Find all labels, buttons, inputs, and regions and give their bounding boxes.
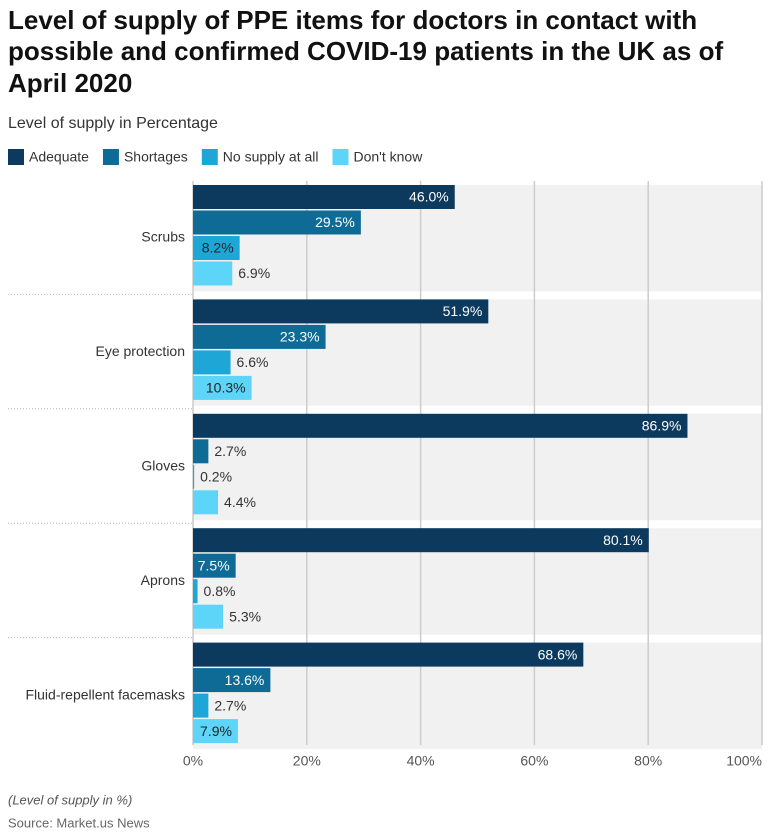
legend-label: Adequate bbox=[29, 149, 89, 165]
source: Source: Market.us News bbox=[8, 815, 150, 830]
x-tick-label: 0% bbox=[183, 753, 203, 769]
x-tick-label: 80% bbox=[634, 753, 662, 769]
x-tick-label: 20% bbox=[293, 753, 321, 769]
bar bbox=[193, 490, 219, 515]
bar bbox=[193, 236, 240, 260]
legend-swatch bbox=[102, 149, 119, 165]
bar bbox=[193, 719, 238, 744]
bar bbox=[193, 693, 209, 718]
value-label: 6.6% bbox=[237, 354, 269, 370]
legend-label: Shortages bbox=[124, 149, 188, 165]
bar bbox=[193, 668, 271, 693]
value-label: 0.8% bbox=[204, 583, 236, 599]
bar bbox=[193, 350, 231, 375]
bar bbox=[193, 439, 209, 464]
value-label: 86.9% bbox=[642, 418, 682, 434]
bar bbox=[193, 375, 252, 400]
value-label: 6.9% bbox=[238, 265, 270, 281]
bar bbox=[193, 324, 326, 349]
value-label: 2.7% bbox=[214, 443, 246, 459]
y-tick-label: Aprons bbox=[141, 572, 185, 588]
bar bbox=[193, 185, 455, 209]
value-label: 2.7% bbox=[214, 697, 246, 713]
chart-title: April 2020 bbox=[8, 68, 132, 98]
bar bbox=[193, 579, 198, 604]
value-label: 7.5% bbox=[198, 557, 230, 573]
bar bbox=[193, 528, 649, 553]
x-tick-label: 100% bbox=[726, 753, 762, 769]
legend-swatch bbox=[332, 149, 349, 165]
value-label: 4.4% bbox=[224, 494, 256, 510]
bar bbox=[193, 299, 489, 324]
value-label: 7.9% bbox=[200, 723, 232, 739]
y-tick-label: Fluid-repellent facemasks bbox=[25, 686, 185, 702]
x-tick-label: 40% bbox=[407, 753, 435, 769]
bar bbox=[193, 464, 195, 489]
bar bbox=[193, 413, 688, 438]
value-label: 29.5% bbox=[315, 214, 355, 230]
y-tick-label: Scrubs bbox=[141, 229, 185, 245]
y-tick-label: Eye protection bbox=[96, 343, 186, 359]
value-label: 8.2% bbox=[202, 240, 234, 256]
chart-subtitle: Level of supply in Percentage bbox=[8, 115, 218, 132]
bar bbox=[193, 604, 224, 629]
chart-title: Level of supply of PPE items for doctors… bbox=[8, 5, 697, 35]
bar bbox=[193, 261, 233, 286]
value-label: 0.2% bbox=[200, 469, 232, 485]
footnote: (Level of supply in %) bbox=[8, 792, 132, 807]
value-label: 23.3% bbox=[280, 329, 320, 345]
legend-label: Don't know bbox=[354, 149, 424, 165]
bar bbox=[193, 210, 361, 235]
value-label: 68.6% bbox=[538, 646, 578, 662]
value-label: 80.1% bbox=[603, 532, 643, 548]
bar bbox=[193, 553, 236, 578]
y-tick-label: Gloves bbox=[141, 458, 185, 474]
x-tick-label: 60% bbox=[520, 753, 548, 769]
value-label: 10.3% bbox=[206, 380, 246, 396]
value-label: 13.6% bbox=[225, 672, 265, 688]
chart-title: possible and confirmed COVID-19 patients… bbox=[8, 36, 723, 66]
value-label: 5.3% bbox=[229, 608, 261, 624]
legend-swatch bbox=[201, 149, 218, 165]
legend-label: No supply at all bbox=[223, 149, 319, 165]
legend-swatch bbox=[8, 149, 24, 165]
value-label: 46.0% bbox=[409, 189, 449, 205]
value-label: 51.9% bbox=[443, 303, 483, 319]
bar bbox=[193, 642, 584, 667]
